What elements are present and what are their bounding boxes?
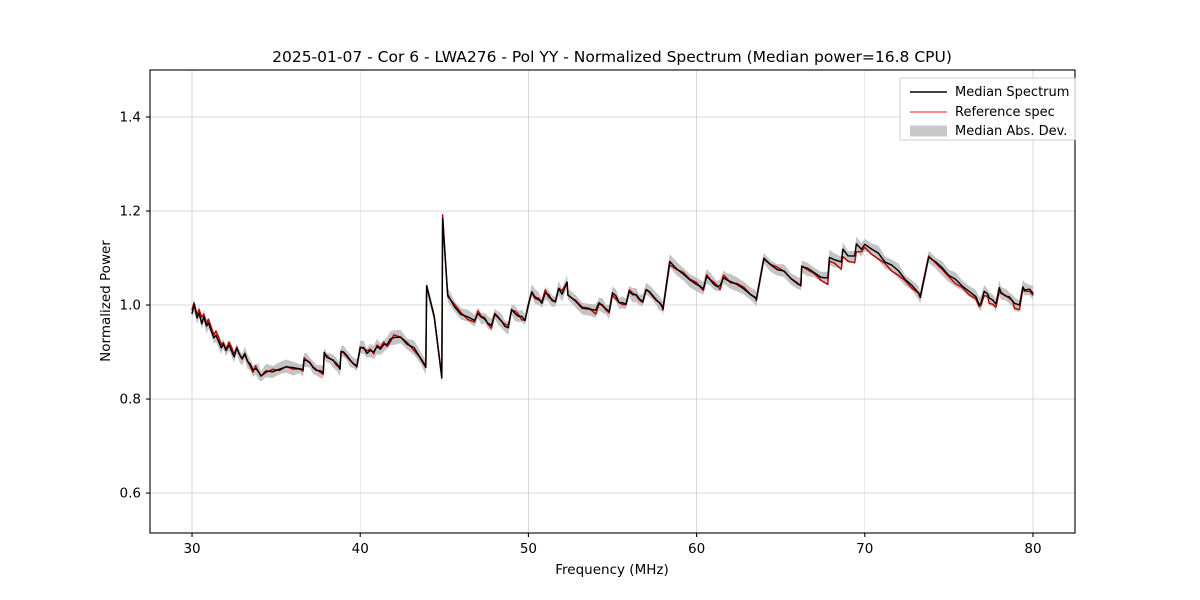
x-tick-label: 50 [520, 541, 537, 557]
x-tick-label: 30 [183, 541, 200, 557]
plot-frame [149, 69, 1076, 534]
grid-lines [150, 70, 1075, 533]
legend-swatch-median-abs-dev [910, 125, 947, 137]
chart-legend[interactable]: Median Spectrum Reference spec Median Ab… [899, 77, 1076, 141]
series-layer [191, 214, 1034, 379]
mad-band-layer [192, 211, 1033, 385]
legend-label-median-spectrum: Median Spectrum [955, 85, 1069, 100]
y-tick-label: 1.2 [120, 204, 141, 220]
x-tick-label: 40 [352, 541, 369, 557]
y-tick-label: 0.6 [120, 486, 141, 502]
legend-label-median-abs-dev: Median Abs. Dev. [955, 124, 1067, 139]
x-tick-label: 60 [688, 541, 705, 557]
axes-frame [149, 69, 1076, 534]
x-tick-label: 80 [1024, 541, 1041, 557]
legend-label-reference-spec: Reference spec [955, 105, 1055, 120]
y-tick-label: 1.0 [120, 298, 141, 314]
x-axis-label: Frequency (MHz) [555, 562, 668, 578]
legend-background [899, 77, 1076, 141]
median-spectrum-line [191, 218, 1034, 379]
median-abs-dev-band [192, 211, 1033, 385]
page-title: 2025-01-07 - Cor 6 - LWA276 - Pol YY - N… [272, 48, 952, 66]
y-axis-label: Normalized Power [98, 240, 114, 362]
x-tick-label: 70 [856, 541, 873, 557]
axis-ticks: 0.6 0.8 1.0 1.2 1.4 30 40 50 60 70 80 [120, 110, 1042, 557]
y-tick-label: 0.8 [120, 392, 141, 408]
y-tick-label: 1.4 [120, 110, 141, 126]
